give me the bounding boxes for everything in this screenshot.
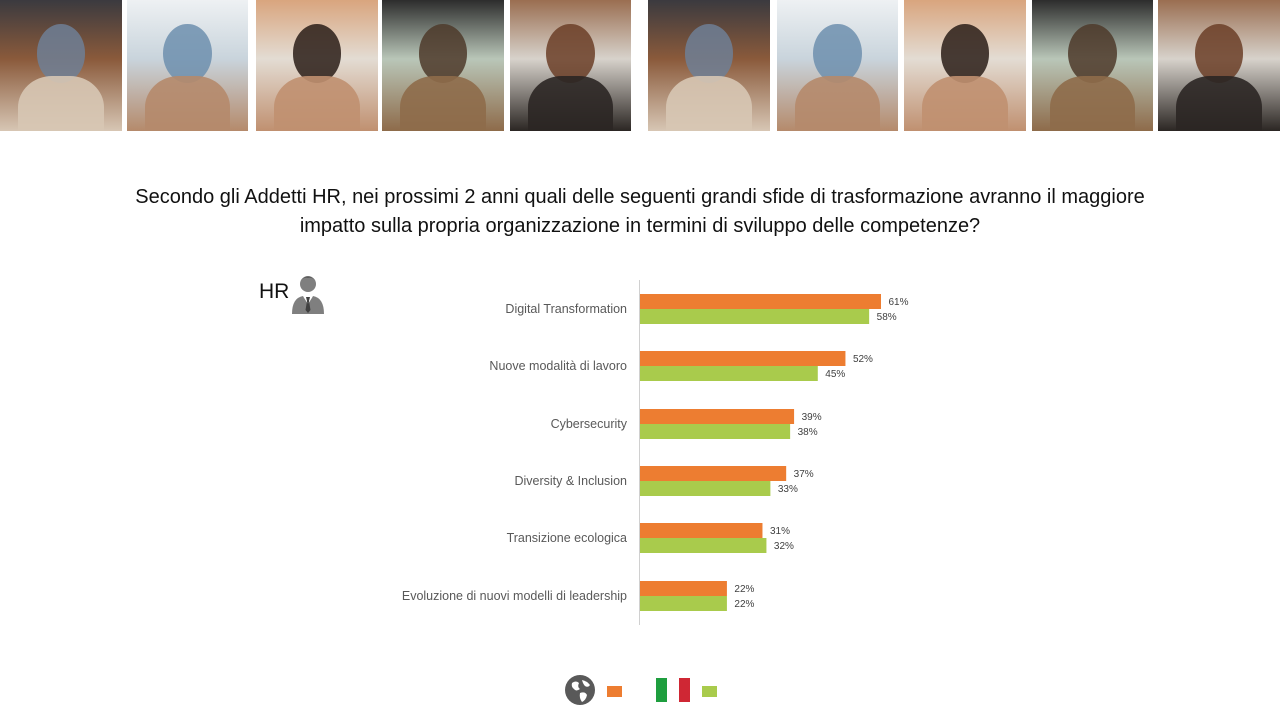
- data-label: 33%: [778, 484, 798, 495]
- data-label: 58%: [877, 312, 897, 323]
- office-photo-2: [1032, 0, 1153, 131]
- data-label: 38%: [798, 427, 818, 438]
- woman-portrait-photo-2: [904, 0, 1026, 131]
- bar-global: [640, 466, 787, 481]
- category-label: Digital Transformation: [505, 302, 627, 316]
- bar-italy: [640, 309, 870, 324]
- title-line-1: Secondo gli Addetti HR, nei prossimi 2 a…: [135, 186, 1145, 208]
- team-laptop-photo: [510, 0, 631, 131]
- meeting-photo: [127, 0, 248, 131]
- bar-global: [640, 351, 846, 366]
- team-laptop-photo-2: [1158, 0, 1280, 131]
- bar-global: [640, 409, 795, 424]
- italy-flag-icon: [656, 678, 690, 702]
- team-photo-2: [648, 0, 770, 131]
- category-label: Cybersecurity: [551, 417, 628, 431]
- bar-italy: [640, 538, 767, 553]
- data-label: 22%: [734, 584, 754, 595]
- category-label: Transizione ecologica: [507, 531, 627, 545]
- bar-italy: [640, 481, 771, 496]
- chart-question-title: Secondo gli Addetti HR, nei prossimi 2 a…: [90, 183, 1190, 241]
- woman-portrait-photo: [256, 0, 378, 131]
- legend-swatch-italy: [702, 686, 717, 697]
- photo-strip: [0, 0, 1280, 132]
- legend-swatch-global: [607, 686, 622, 697]
- data-label: 45%: [825, 369, 845, 380]
- bar-global: [640, 581, 727, 596]
- data-label: 52%: [853, 354, 873, 365]
- data-label: 32%: [774, 541, 794, 552]
- category-label: Nuove modalità di lavoro: [489, 359, 627, 373]
- team-photo-1: [0, 0, 122, 131]
- bar-italy: [640, 424, 791, 439]
- meeting-photo-2: [777, 0, 898, 131]
- data-label: 39%: [802, 412, 822, 423]
- data-label: 31%: [770, 526, 790, 537]
- category-label: Evoluzione di nuovi modelli di leadershi…: [402, 589, 627, 603]
- bar-global: [640, 294, 881, 309]
- segment-label: HR: [259, 280, 290, 303]
- category-label: Diversity & Inclusion: [514, 474, 627, 488]
- data-label: 61%: [889, 297, 909, 308]
- bar-italy: [640, 366, 818, 381]
- office-photo: [382, 0, 504, 131]
- title-line-2: impatto sulla propria organizzazione in …: [299, 215, 981, 237]
- legend: [0, 672, 1280, 708]
- businessman-icon: [292, 276, 324, 314]
- globe-icon: [565, 675, 595, 705]
- bar-global: [640, 523, 763, 538]
- bar-italy: [640, 596, 727, 611]
- data-label: 37%: [794, 469, 814, 480]
- data-label: 22%: [734, 599, 754, 610]
